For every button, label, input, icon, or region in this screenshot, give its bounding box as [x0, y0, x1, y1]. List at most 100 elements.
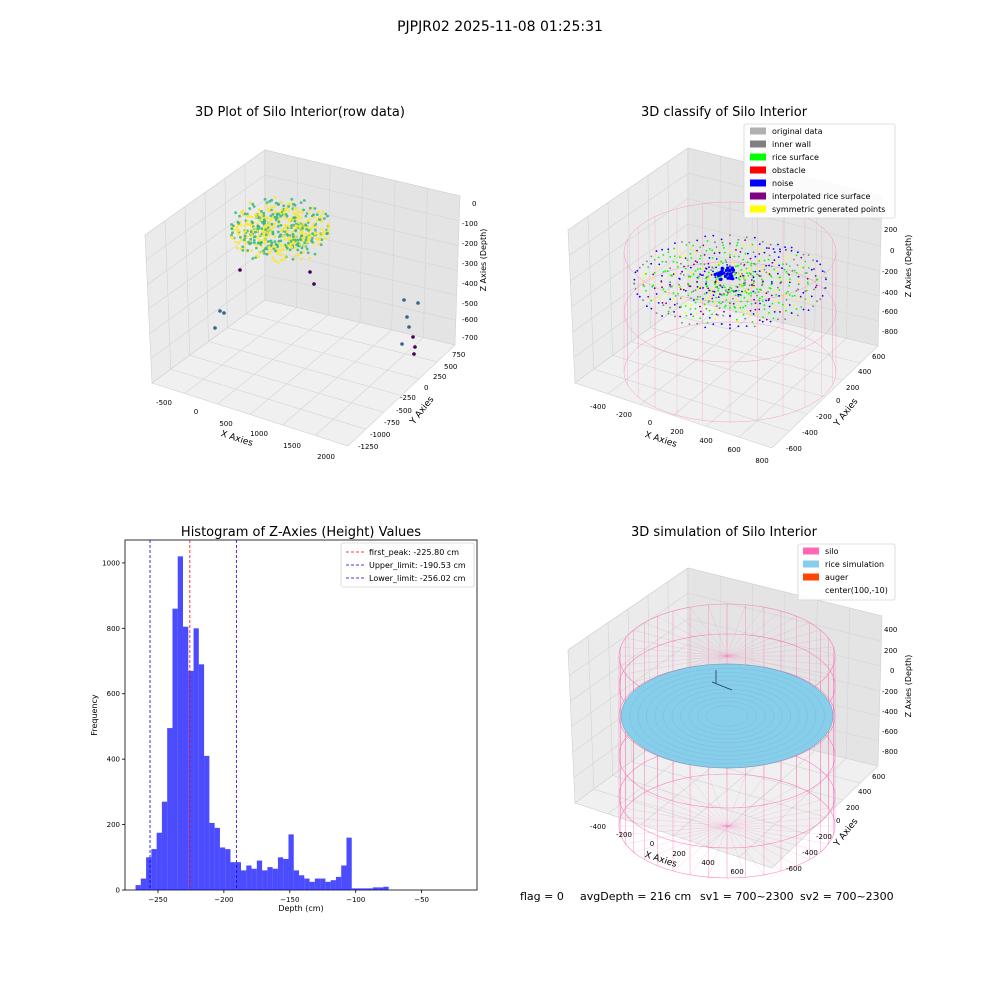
classify-point [729, 306, 731, 309]
raw-point [318, 238, 321, 242]
classify-point [793, 294, 796, 297]
raw-point [265, 252, 269, 256]
classify-point [720, 238, 723, 241]
raw-point [312, 215, 316, 219]
raw-point [267, 223, 271, 227]
classify-point [714, 263, 717, 266]
raw-point [237, 222, 241, 225]
classify-point [689, 252, 692, 255]
classify-point [788, 279, 791, 282]
classify-point [690, 304, 693, 306]
classify-point [674, 242, 676, 245]
classify-point [767, 299, 770, 302]
classify-point [652, 284, 655, 287]
classify-point [775, 300, 777, 302]
simulation-rice-contour [671, 688, 783, 744]
raw-point [285, 246, 289, 250]
classify-point [660, 280, 663, 283]
classify-point [700, 285, 703, 288]
classify-point [680, 297, 682, 300]
raw-point [257, 208, 261, 212]
classify-point [646, 260, 648, 263]
hist-bar [204, 755, 210, 890]
raw-point [270, 248, 273, 252]
simulation-x-tick: 400 [701, 859, 714, 867]
simulation-z-tick: -600 [882, 728, 898, 736]
classify-point [693, 299, 695, 301]
raw-point [276, 224, 280, 228]
hist-bar [335, 876, 342, 890]
raw-point [255, 236, 259, 240]
classify-point [690, 248, 692, 250]
raw-point [239, 247, 243, 251]
raw-point [269, 214, 273, 218]
classify-point [707, 262, 710, 265]
classify-point [731, 289, 733, 292]
raw-point [239, 235, 242, 239]
raw-point [273, 222, 277, 225]
raw-point [310, 228, 313, 232]
classify-point [770, 275, 773, 278]
classify-point [679, 315, 681, 318]
classify-point [795, 289, 798, 292]
classify-point [717, 296, 720, 298]
classify-point [785, 309, 787, 312]
classify-point [690, 257, 693, 259]
classify-point [797, 288, 799, 291]
raw-point [324, 236, 328, 240]
classify-point [785, 249, 787, 251]
hist-bar [193, 628, 199, 890]
raw-point [313, 207, 317, 210]
classify-point [735, 244, 738, 247]
classify-point [763, 259, 766, 262]
classify-point [717, 314, 719, 316]
classify-point [787, 272, 789, 275]
classify-point [779, 311, 781, 313]
classify-point [756, 273, 758, 276]
classify-point [784, 318, 786, 321]
classify-point [779, 277, 782, 280]
classify-point [773, 290, 776, 292]
classify-point [697, 287, 699, 290]
hist-y-ticks: 0 200 400 600 800 1000 [102, 559, 125, 895]
classify-point [784, 246, 786, 249]
classify-point [773, 268, 776, 271]
classify-point [770, 294, 773, 297]
classify-point [669, 256, 672, 258]
classify-point [722, 244, 725, 247]
hist-bar [167, 728, 173, 890]
classify-point [765, 292, 768, 295]
hist-bar [183, 626, 189, 890]
hist-bar [383, 886, 389, 890]
raw-point [273, 240, 277, 244]
classify-point [669, 298, 672, 301]
classify-legend: original data inner wall rice surface obsta… [743, 123, 896, 219]
simulation-x-tick: 0 [650, 840, 654, 848]
classify-point [788, 273, 790, 276]
classify-point [672, 273, 675, 276]
classify-point [703, 263, 706, 266]
classify-noise-point [727, 269, 732, 273]
raw-point [324, 212, 328, 216]
classify-point [727, 288, 730, 291]
classify-z-tick: 0 [890, 247, 894, 255]
hist-bar [262, 870, 268, 890]
classify-point [788, 255, 791, 258]
raw-point [289, 217, 293, 221]
classify-point [768, 273, 771, 275]
classify-point [790, 250, 793, 252]
classify-point [783, 268, 786, 271]
simulation-silo-spoke [672, 825, 728, 872]
hist-bar [304, 878, 310, 890]
classify-point [681, 288, 683, 290]
classify-point [754, 302, 757, 304]
classify-point [692, 273, 695, 276]
classify-z-tick: -400 [882, 289, 898, 297]
classify-point [732, 262, 735, 264]
classify-point [699, 299, 702, 302]
simulation-silo-spoke [726, 825, 829, 844]
classify-point [784, 257, 787, 260]
classify-point [684, 311, 687, 314]
classify-point [729, 291, 731, 293]
